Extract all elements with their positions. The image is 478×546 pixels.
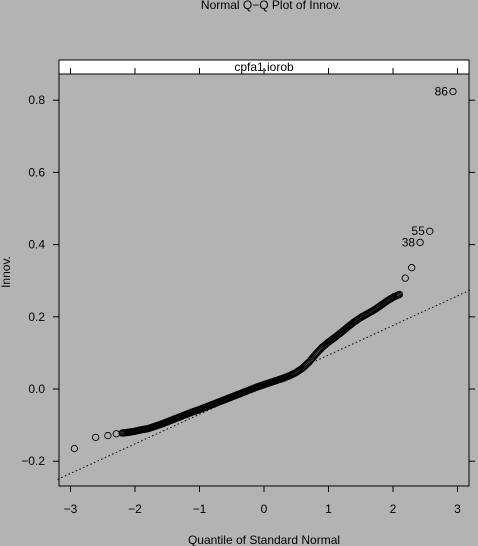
data-point [426,227,434,235]
point-annotation: 55 [411,224,425,238]
data-point [92,433,100,442]
panel-label: cpfa1.iorob [234,60,294,74]
y-axis-label: Innov. [0,256,13,288]
x-tick-label: −2 [128,502,142,516]
y-tick-label: 0.8 [28,93,45,107]
x-tick-label: 0 [261,502,268,516]
data-point [395,290,404,299]
y-tick-label: −0.2 [21,454,45,468]
y-tick-label: 0.4 [28,238,45,252]
point-annotation: 86 [435,85,449,99]
x-axis: −3 −2 −1 0 1 2 3 [64,68,461,516]
x-tick-label: 2 [390,502,397,516]
data-point [449,87,457,96]
data-points [70,87,457,453]
x-axis-label: Quantile of Standard Normal [188,533,340,546]
chart-title: Normal Q−Q Plot of Innov. [201,0,341,12]
y-tick-label: 0.0 [28,382,45,396]
data-point [70,444,79,453]
data-point [104,431,112,440]
x-tick-label: 3 [454,502,461,516]
x-tick-label: −3 [64,502,78,516]
x-tick-label: −1 [193,502,207,516]
y-tick-label: 0.2 [28,310,45,324]
y-tick-label: 0.6 [28,165,45,179]
data-point [112,430,120,438]
data-point [416,238,424,247]
data-point [401,274,409,282]
y-axis: −0.2 0.0 0.2 0.4 0.6 0.8 [21,93,475,468]
point-annotation: 38 [402,235,416,249]
x-tick-label: 1 [325,502,332,516]
data-point [408,264,416,272]
